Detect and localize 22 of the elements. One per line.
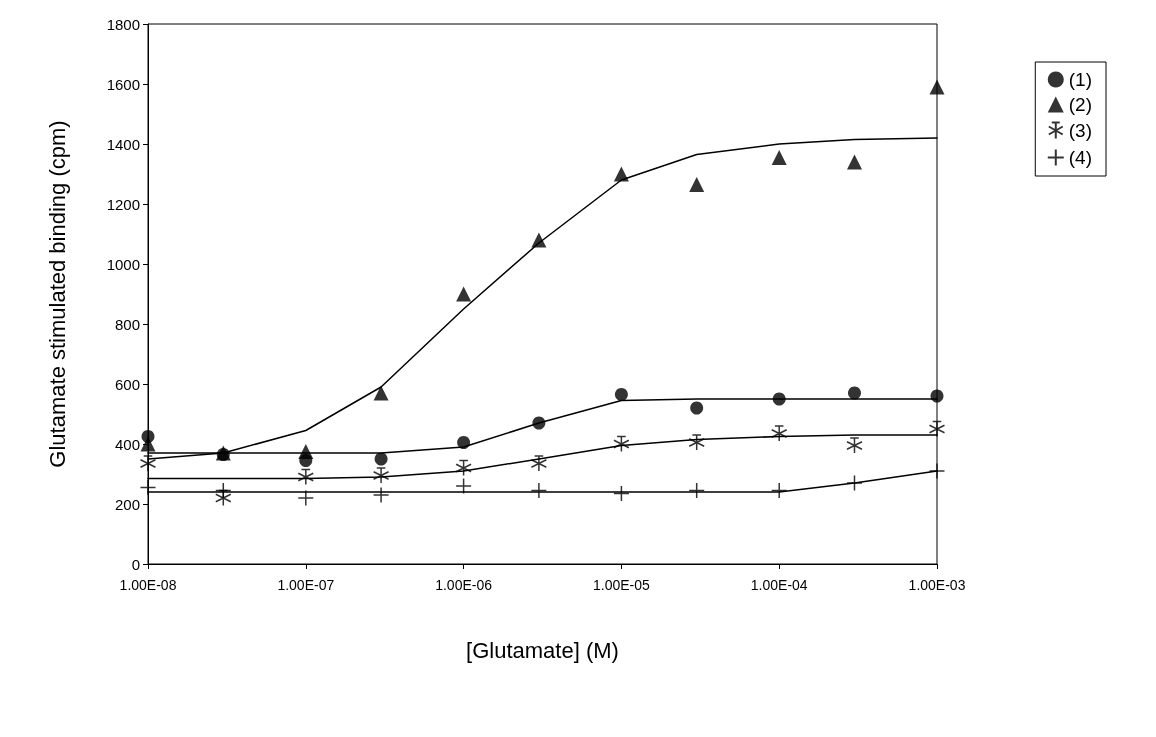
y-tick-label: 600 <box>114 375 140 393</box>
x-tick-label: 1.00E-06 <box>435 577 493 593</box>
y-tick-label: 1400 <box>106 135 140 153</box>
y-tick-label: 1600 <box>106 75 140 93</box>
x-tick-label: 1.00E-08 <box>119 577 177 593</box>
legend-label: (4) <box>1068 147 1093 168</box>
y-tick-label: 1800 <box>106 15 140 33</box>
x-axis-title: [Glutamate] (M) <box>466 637 619 663</box>
legend-label: (3) <box>1068 120 1093 141</box>
y-tick-label: 1200 <box>106 195 140 213</box>
y-tick-label: 800 <box>114 315 140 333</box>
y-tick-label: 200 <box>114 495 140 513</box>
x-tick-label: 1.00E-03 <box>908 577 966 593</box>
x-tick-label: 1.00E-05 <box>592 577 651 593</box>
y-tick-label: 0 <box>131 555 140 573</box>
y-tick-label: 400 <box>114 435 140 453</box>
y-tick-label: 1000 <box>106 255 140 273</box>
x-tick-label: 1.00E-07 <box>277 577 335 593</box>
y-axis-title: Glutamate stimulated binding (cpm) <box>44 120 70 468</box>
legend-label: (2) <box>1068 94 1093 115</box>
x-tick-label: 1.00E-04 <box>750 577 808 593</box>
legend-label: (1) <box>1068 69 1093 90</box>
